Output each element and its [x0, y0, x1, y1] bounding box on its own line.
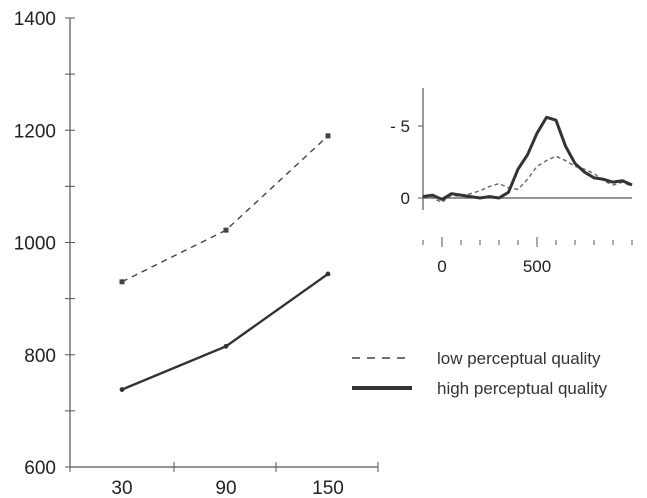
y-tick-label: 1000: [14, 234, 56, 255]
legend-label: high perceptual quality: [437, 379, 608, 398]
main-plot: 600 800 1000 1200 1400 30 90 150: [14, 9, 379, 498]
data-point: [119, 387, 125, 392]
data-point: [119, 279, 125, 285]
x-tick-label: 90: [215, 478, 236, 498]
inset-x-tick-label: 500: [523, 257, 551, 276]
inset-series-line-high: [422, 115, 633, 201]
data-point: [223, 343, 229, 349]
inset-plot: 0 - 5 0 500: [390, 88, 633, 276]
legend-label: low perceptual quality: [437, 349, 601, 368]
y-tick-label: 1200: [14, 121, 56, 142]
series-line-high: [121, 272, 329, 391]
data-point: [325, 133, 331, 139]
x-tick-label: 150: [312, 478, 344, 498]
legend: low perceptual quality high perceptual qu…: [352, 349, 608, 398]
y-tick-label: 600: [24, 458, 56, 479]
x-tick-label: 30: [111, 478, 132, 498]
inset-y-tick-label: - 5: [390, 117, 410, 136]
y-tick-label: 1400: [14, 9, 56, 30]
inset-x-tick-label: 0: [437, 257, 446, 276]
inset-y-tick-label: 0: [401, 189, 410, 208]
data-point: [325, 271, 331, 277]
y-tick-label: 800: [24, 346, 56, 367]
series-line-low: [121, 135, 329, 283]
data-point: [223, 227, 229, 233]
